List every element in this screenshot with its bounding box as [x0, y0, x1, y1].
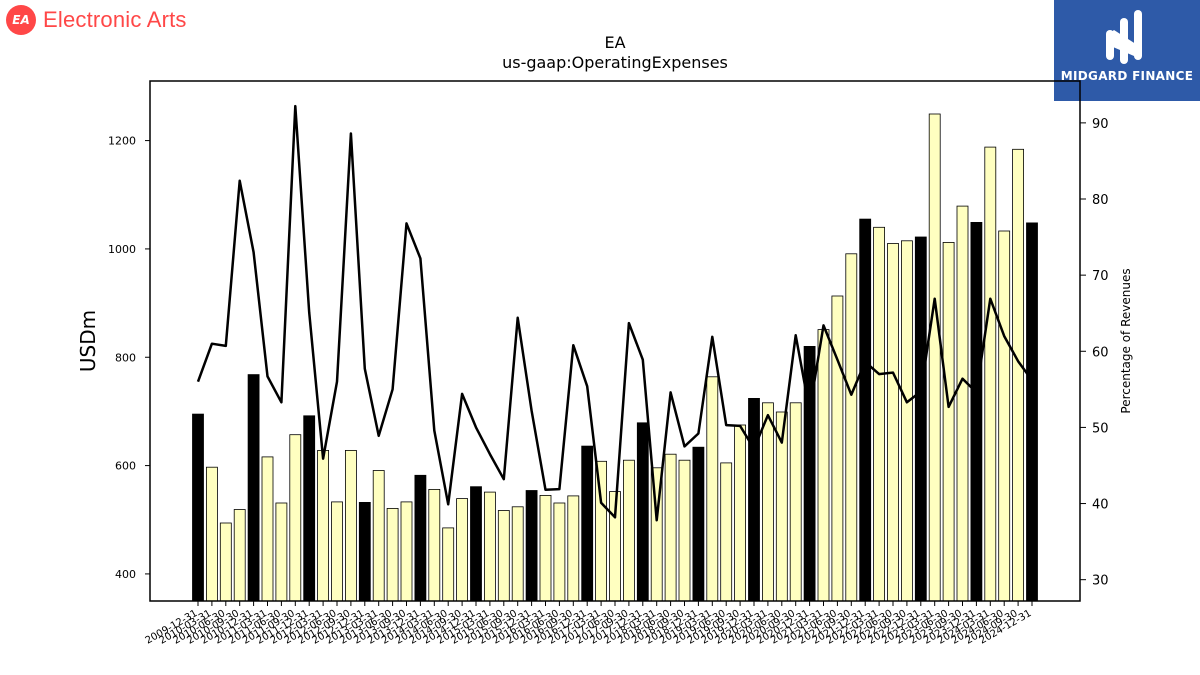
y-tick-label: 1000 — [108, 243, 136, 256]
bar-2015-03-31 — [483, 491, 496, 602]
bar-2021-12-31 — [859, 218, 872, 602]
y2-tick-label: 60 — [1092, 345, 1109, 360]
y2-tick-label: 30 — [1092, 574, 1109, 589]
y2-axis-label: Percentage of Revenues — [1119, 268, 1133, 413]
bar-2020-03-31 — [762, 402, 774, 602]
bar-2009-12-31 — [192, 413, 204, 602]
bar-2018-12-31 — [692, 446, 705, 602]
chart-title: EA — [604, 33, 625, 52]
ea-badge-icon: EA — [6, 5, 36, 35]
bar-2016-06-30 — [553, 502, 566, 602]
y-axis-ticks: 400 600 800 1000 1200 — [108, 135, 150, 581]
bar-2012-03-31 — [317, 449, 330, 602]
bar-2010-03-31 — [205, 466, 218, 602]
y-tick-label: 800 — [115, 351, 136, 364]
bar-2019-03-31 — [706, 376, 719, 602]
bar-2012-06-30 — [331, 501, 343, 602]
bar-2018-09-30 — [678, 459, 691, 602]
bar-2011-09-30 — [289, 434, 302, 602]
y2-tick-label: 40 — [1092, 498, 1109, 513]
brand-name: Electronic Arts — [43, 7, 187, 32]
bar-2022-12-31 — [914, 236, 927, 602]
bar-2016-03-31 — [539, 494, 552, 602]
x-axis-ticks: 2009-12-312010-03-312010-06-302010-09-30… — [144, 601, 1034, 647]
bar-2023-12-31 — [970, 221, 983, 602]
sponsor-name: MIDGARD FINANCE — [1060, 69, 1194, 83]
bar-2023-06-30 — [942, 241, 955, 602]
bar-2013-06-30 — [386, 507, 399, 602]
ea-logo: EA Electronic Arts — [6, 5, 187, 35]
bar-2015-06-30 — [497, 510, 510, 602]
bar-2022-03-31 — [873, 226, 885, 602]
bar-2010-09-30 — [233, 509, 246, 602]
y-tick-label: 600 — [115, 460, 136, 473]
bar-2017-03-31 — [595, 460, 607, 602]
bar-2023-09-30 — [956, 205, 969, 602]
y-axis-label: USDm — [76, 310, 100, 372]
bar-2016-12-31 — [581, 445, 594, 602]
chart-subtitle: us-gaap:OperatingExpenses — [502, 53, 728, 72]
y-tick-label: 400 — [115, 568, 136, 581]
bar-2017-09-30 — [623, 459, 635, 602]
bar-2010-06-30 — [219, 522, 232, 602]
bar-series — [192, 113, 1038, 602]
bar-2021-09-30 — [845, 253, 858, 602]
bar-2018-06-30 — [664, 453, 677, 602]
y2-tick-label: 70 — [1092, 269, 1109, 284]
midgard-mark-icon — [1106, 10, 1142, 64]
bar-2023-03-31 — [928, 113, 941, 602]
bar-2014-06-30 — [442, 527, 455, 602]
y2-tick-label: 80 — [1092, 193, 1109, 208]
bar-2024-03-31 — [984, 146, 997, 602]
bar-2011-06-30 — [275, 502, 288, 602]
bar-2015-09-30 — [511, 506, 524, 602]
bar-2024-06-30 — [998, 230, 1011, 602]
bar-2012-12-31 — [358, 501, 371, 602]
bar-2017-12-31 — [636, 422, 649, 602]
y2-tick-label: 50 — [1092, 421, 1109, 436]
bar-2019-09-30 — [734, 424, 746, 602]
y2-axis-ticks: 30 40 50 60 70 80 90 — [1080, 117, 1109, 589]
percentage-line — [196, 104, 1034, 522]
bar-2011-12-31 — [303, 415, 316, 602]
bar-2014-12-31 — [470, 486, 482, 602]
bar-2022-06-30 — [887, 243, 899, 602]
bar-2013-03-31 — [372, 470, 385, 602]
y2-tick-label: 90 — [1092, 117, 1109, 132]
bar-2013-12-31 — [414, 474, 427, 602]
bar-2013-09-30 — [400, 501, 413, 602]
bar-2015-12-31 — [525, 490, 538, 602]
bar-2020-09-30 — [789, 402, 802, 602]
bar-2014-09-30 — [456, 498, 469, 602]
bar-2019-12-31 — [748, 397, 760, 602]
midgard-finance-logo: MIDGARD FINANCE — [1054, 0, 1200, 101]
line-series — [196, 104, 1034, 522]
bar-2022-09-30 — [901, 240, 913, 602]
bar-2021-03-31 — [817, 329, 830, 602]
bar-2021-06-30 — [831, 295, 844, 602]
bar-2014-03-31 — [428, 488, 441, 602]
bar-2011-03-31 — [261, 456, 274, 602]
bar-2016-09-30 — [567, 495, 580, 602]
bar-2019-06-30 — [720, 462, 733, 602]
bar-2024-12-31 — [1026, 222, 1038, 602]
bar-2024-09-30 — [1012, 148, 1024, 602]
y-tick-label: 1200 — [108, 135, 136, 148]
bar-2012-09-30 — [344, 449, 357, 602]
plot-frame — [149, 80, 1081, 602]
bar-2010-12-31 — [247, 374, 260, 602]
